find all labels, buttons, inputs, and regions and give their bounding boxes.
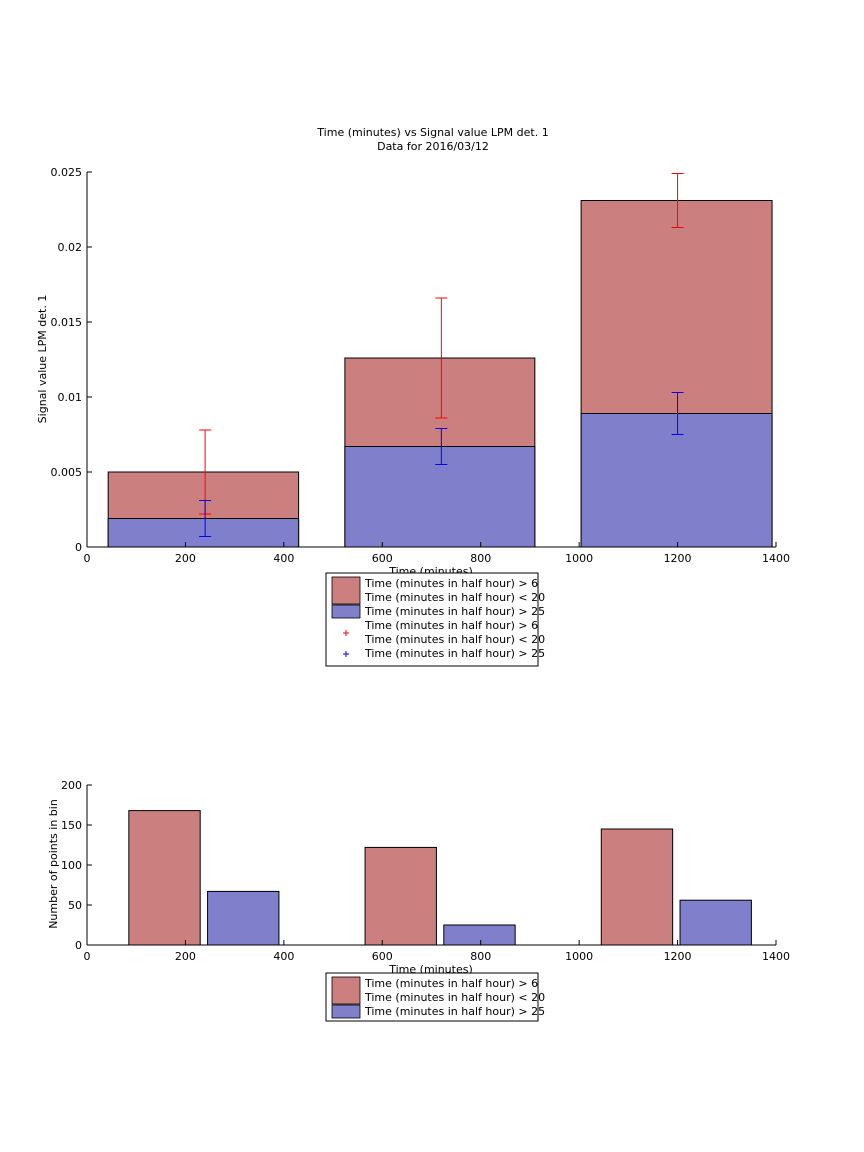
x-tick-label: 1200 — [664, 950, 692, 963]
y-tick-label: 0.01 — [58, 391, 83, 404]
legend-item: Time (minutes in half hour) > 25 — [331, 604, 545, 619]
x-tick-label: 200 — [175, 552, 196, 565]
x-tick-label: 1000 — [565, 552, 593, 565]
x-tick-label: 1400 — [762, 950, 790, 963]
y-tick-label: 0.005 — [51, 466, 83, 479]
y-axis-label: Signal value LPM det. 1 — [36, 295, 49, 424]
legend-label: Time (minutes in half hour) > 6 — [364, 619, 538, 632]
axes: 0 200 400 600 800 1000 1200 1400 0 0.005 0.01 0.015… — [51, 166, 791, 565]
legend-swatch — [331, 576, 361, 605]
x-tick-label: 1000 — [565, 950, 593, 963]
bar — [128, 810, 201, 946]
chart-subtitle: Data for 2016/03/12 — [377, 140, 489, 153]
y-axis-label: Number of points in bin — [47, 799, 60, 929]
x-tick-label: 200 — [175, 950, 196, 963]
bar — [107, 518, 300, 548]
bar — [443, 924, 516, 946]
bar — [364, 846, 437, 946]
legend-label: Time (minutes in half hour) < 20 — [364, 991, 545, 1004]
bar-group — [128, 810, 752, 946]
y-tick-label: 0.015 — [51, 316, 83, 329]
legend-item: Time (minutes in half hour) > 25 — [331, 1004, 545, 1019]
legend-label: Time (minutes in half hour) < 20 — [364, 591, 545, 604]
legend-item: Time (minutes in half hour) > 25 — [343, 647, 545, 660]
y-tick-label: 0.02 — [58, 241, 83, 254]
errorbar — [671, 392, 684, 435]
x-tick-label: 1200 — [664, 552, 692, 565]
legend-label: Time (minutes in half hour) < 20 — [364, 633, 545, 646]
legend-swatch — [331, 976, 361, 1005]
errorbar-group — [199, 173, 684, 537]
x-tick-label: 800 — [470, 552, 491, 565]
y-tick-label: 100 — [61, 859, 82, 872]
legend-box — [325, 572, 539, 667]
y-tick-label: 0.025 — [51, 166, 83, 179]
y-tick-label: 200 — [61, 779, 82, 792]
y-tick-label: 0 — [75, 541, 82, 554]
chart-title: Time (minutes) vs Signal value LPM det. … — [316, 126, 548, 139]
legend-swatch — [331, 604, 361, 619]
x-tick-label: 600 — [372, 950, 393, 963]
bar — [600, 828, 674, 946]
errorbar — [435, 428, 448, 465]
axes: 0 200 400 600 800 1000 1200 1400 0 50 100 150 200 — [61, 779, 790, 963]
x-tick-label: 400 — [273, 552, 294, 565]
x-tick-label: 0 — [84, 552, 91, 565]
errorbar — [435, 297, 448, 419]
errorbar — [199, 500, 212, 537]
x-tick-label: 800 — [470, 950, 491, 963]
signal-chart: Time (minutes) vs Signal value LPM det. … — [36, 126, 791, 667]
legend-label: Time (minutes in half hour) > 25 — [364, 1005, 545, 1018]
x-tick-label: 600 — [372, 552, 393, 565]
legend-box — [325, 972, 539, 1022]
y-tick-label: 150 — [61, 819, 82, 832]
bar — [344, 446, 536, 548]
y-tick-label: 0 — [75, 939, 82, 952]
legend-label: Time (minutes in half hour) > 25 — [364, 605, 545, 618]
bar — [580, 413, 773, 548]
x-tick-label: 400 — [273, 950, 294, 963]
legend-label: Time (minutes in half hour) > 6 — [364, 977, 538, 990]
x-tick-label: 1400 — [762, 552, 790, 565]
bar — [207, 890, 280, 946]
legend-label: Time (minutes in half hour) > 6 — [364, 577, 538, 590]
bar — [679, 899, 752, 946]
y-tick-label: 50 — [68, 899, 82, 912]
legend-label: Time (minutes in half hour) > 25 — [364, 647, 545, 660]
legend-swatch — [331, 1004, 361, 1019]
x-tick-label: 0 — [84, 950, 91, 963]
bar-group — [107, 200, 773, 548]
count-chart: 0 200 400 600 800 1000 1200 1400 0 50 100 150 200 Ti… — [47, 779, 790, 1022]
errorbar — [671, 173, 684, 228]
